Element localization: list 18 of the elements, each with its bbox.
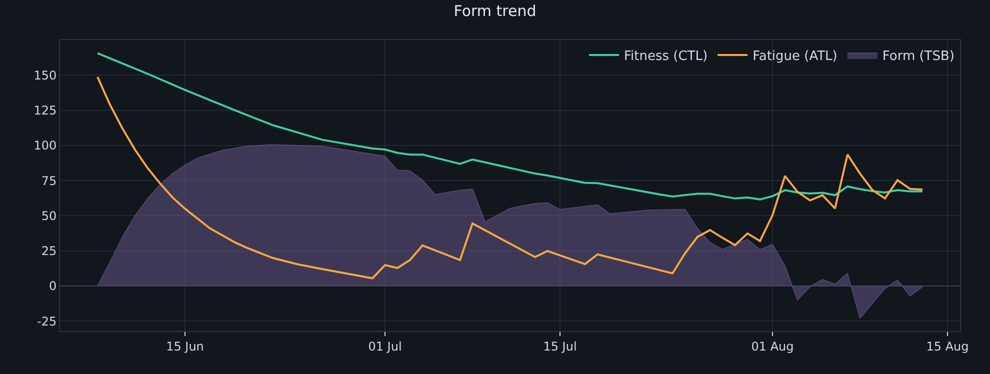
y-tick-label: 75 (41, 174, 57, 188)
x-tick-label: 01 Jul (368, 339, 402, 354)
legend-label: Fatigue (ATL) (752, 49, 838, 64)
line-series (96, 76, 924, 280)
x-tick-label: 15 Jun (166, 339, 204, 354)
y-tick-label: -25 (36, 314, 57, 328)
y-tick-label: 150 (34, 68, 57, 82)
y-tick-label: 50 (41, 208, 57, 223)
y-tick-label: 25 (41, 244, 57, 258)
legend-label: Fitness (CTL) (624, 49, 708, 64)
y-tick-label: 0 (48, 279, 57, 294)
x-tick-label: 15 Jul (543, 339, 577, 354)
y-tick-label: 125 (34, 103, 57, 118)
chart-title: Form trend (454, 2, 536, 20)
legend-label: Form (TSB) (882, 49, 954, 64)
x-tick-label: 01 Aug (751, 339, 794, 354)
x-tick-label: 15 Aug (926, 339, 969, 354)
y-tick-label: 100 (34, 138, 57, 153)
